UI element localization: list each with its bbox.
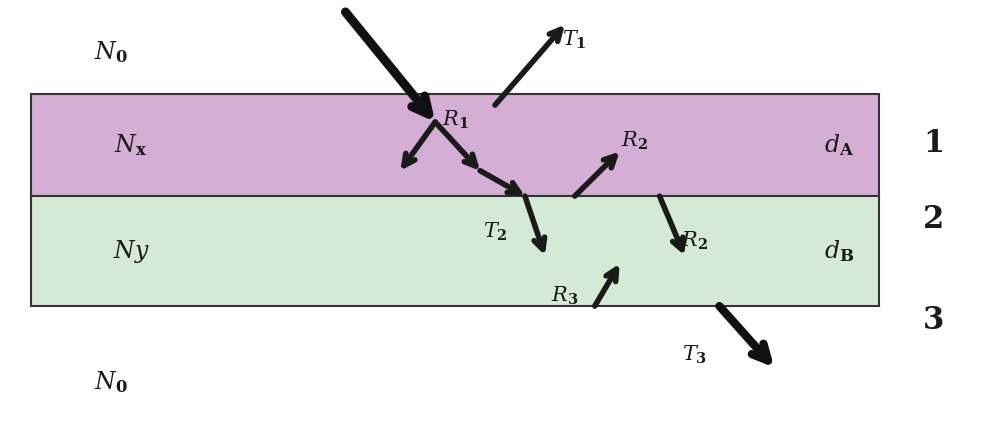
Text: $\mathbf{\mathit{R}_3}$: $\mathbf{\mathit{R}_3}$ [551, 285, 578, 307]
Text: 2: 2 [923, 204, 944, 235]
Text: $\mathbf{\mathit{d}_A}$: $\mathbf{\mathit{d}_A}$ [824, 132, 854, 158]
Text: $\mathbf{\mathit{R}_1}$: $\mathbf{\mathit{R}_1}$ [442, 109, 469, 131]
Text: $\mathbf{\mathit{T}_1}$: $\mathbf{\mathit{T}_1}$ [562, 28, 587, 51]
Bar [31, 196, 879, 306]
Text: $\mathbf{\mathit{d}_B}$: $\mathbf{\mathit{d}_B}$ [824, 238, 854, 264]
Text: $\mathbf{\mathit{T}_3}$: $\mathbf{\mathit{T}_3}$ [682, 344, 707, 366]
Text: $\mathbf{\mathit{N}_0}$: $\mathbf{\mathit{N}_0}$ [94, 369, 128, 395]
Text: $\mathbf{\mathit{R}_2}$: $\mathbf{\mathit{R}_2}$ [681, 229, 708, 252]
Text: $\mathbf{\mathit{N}_0}$: $\mathbf{\mathit{N}_0}$ [94, 39, 128, 65]
Text: $\mathbf{\mathit{R}_2}$: $\mathbf{\mathit{R}_2}$ [621, 130, 648, 152]
Text: 3: 3 [923, 305, 944, 337]
Text: $\mathbf{\mathit{N}_x}$: $\mathbf{\mathit{N}_x}$ [114, 132, 148, 158]
Text: $\mathbf{\mathit{Ny}}$: $\mathbf{\mathit{Ny}}$ [113, 238, 149, 265]
Bar [31, 95, 879, 196]
Text: 1: 1 [923, 128, 944, 158]
Text: $\mathbf{\mathit{T}_2}$: $\mathbf{\mathit{T}_2}$ [483, 221, 507, 243]
